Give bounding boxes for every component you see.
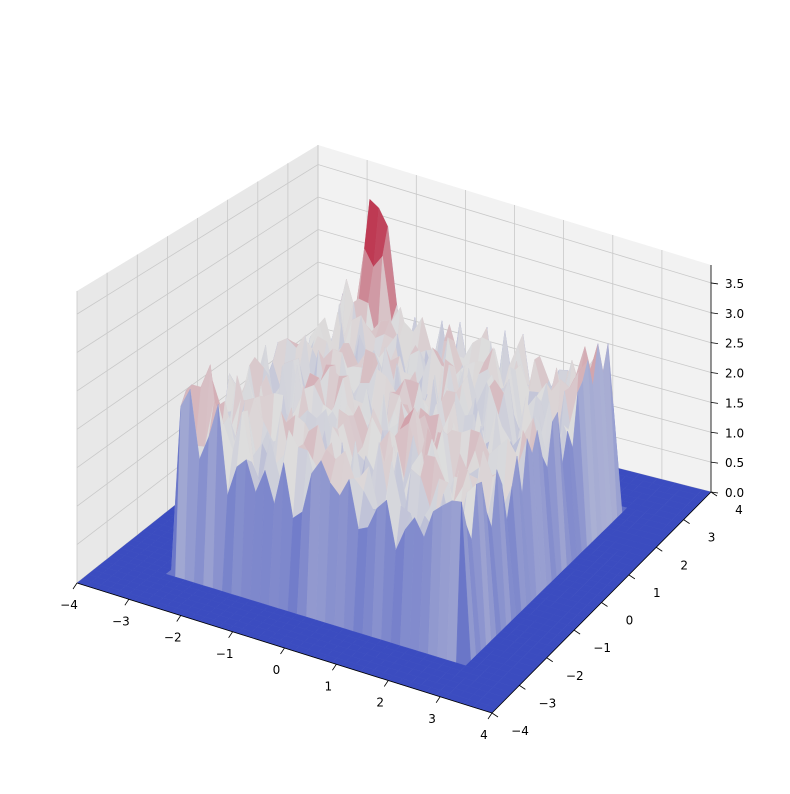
x-tick [332, 664, 337, 671]
z-tick-label: 0.0 [725, 486, 744, 500]
x-tick-label: 1 [325, 679, 333, 693]
x-tick-label: −4 [60, 598, 78, 612]
z-tick [710, 312, 719, 315]
z-tick-label: 3.5 [725, 277, 744, 291]
y-tick-label: 2 [680, 558, 688, 572]
y-tick-label: −4 [511, 724, 529, 738]
y-tick [546, 657, 553, 663]
y-tick [491, 712, 499, 718]
z-gridline [76, 229, 712, 392]
y-tick [628, 574, 636, 580]
x-tick [72, 582, 78, 590]
x-tick-label: −2 [164, 631, 182, 645]
y-tick [573, 629, 581, 635]
z-gridline [76, 196, 712, 353]
z-tick-label: 0.5 [725, 456, 744, 470]
x-tick-label: 4 [480, 728, 488, 742]
z-tick [710, 431, 719, 434]
z-tick [710, 372, 719, 374]
y-tick [519, 685, 526, 690]
z-tick [710, 401, 719, 404]
z-tick [710, 461, 719, 464]
z-tick-label: 2.5 [725, 337, 744, 351]
y-tick-label: 1 [653, 586, 661, 600]
z-tick [710, 282, 719, 285]
y-tick-label: 0 [626, 614, 634, 628]
z-tick-label: 1.5 [725, 396, 744, 410]
x-tick [383, 680, 389, 687]
x-tick [176, 615, 182, 622]
x-axis: −4 −3 −2 −1 0 1 2 3 4 [60, 582, 493, 742]
z-gridline [76, 164, 712, 315]
x-tick [124, 599, 130, 606]
y-tick-label: −2 [566, 669, 584, 683]
x-tick [280, 647, 285, 655]
y-tick [710, 491, 718, 497]
y-tick-label: 4 [735, 503, 743, 517]
x-tick-label: −1 [216, 647, 234, 661]
y-tick [601, 602, 608, 607]
z-tick [710, 491, 719, 494]
z-tick [710, 342, 719, 345]
x-tick [228, 631, 233, 638]
y-tick [683, 519, 690, 524]
x-tick [487, 712, 493, 720]
y-tick-label: −3 [539, 696, 557, 710]
z-gridline [76, 261, 712, 430]
z-axis: 0.0 0.5 1.0 1.5 2.0 2.5 3.0 3.5 [710, 265, 744, 500]
z-tick-label: 2.0 [725, 367, 744, 381]
x-tick-label: 2 [376, 696, 384, 710]
x-tick-label: −3 [112, 614, 130, 628]
y-axis: −4 −3 −2 −1 0 1 2 3 4 [491, 491, 743, 738]
z-tick-label: 1.0 [725, 426, 744, 440]
y-tick [656, 546, 663, 552]
y-tick-label: −1 [593, 641, 611, 655]
x-tick [435, 696, 441, 703]
surface-mesh [76, 198, 712, 714]
y-tick-label: 3 [708, 531, 716, 545]
x-tick-label: 0 [273, 663, 281, 677]
z-tick-label: 3.0 [725, 307, 744, 321]
x-tick-label: 3 [428, 712, 436, 726]
